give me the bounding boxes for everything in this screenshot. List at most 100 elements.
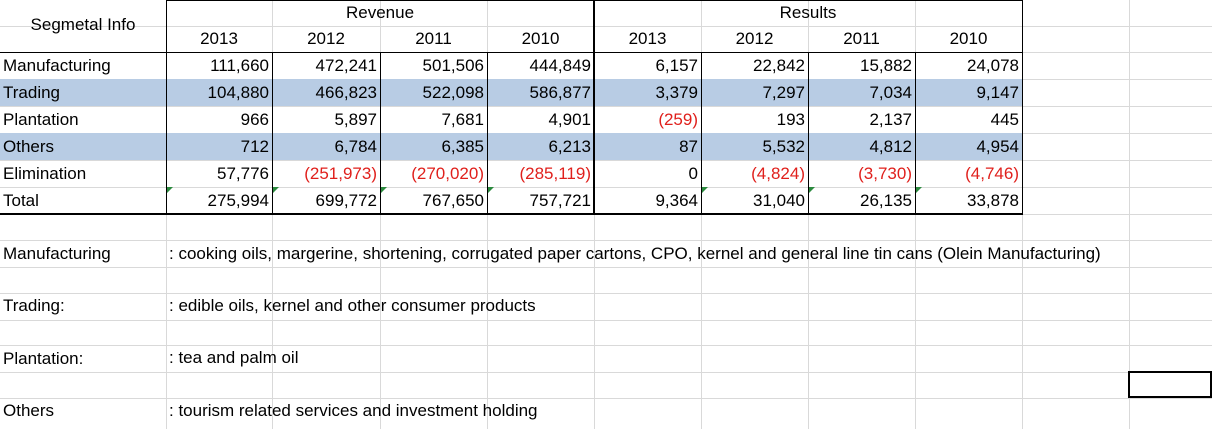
data-cell-negative[interactable]: (270,020) <box>411 164 484 183</box>
data-cell[interactable]: 24,078 <box>967 56 1019 75</box>
error-indicator-icon <box>167 187 173 193</box>
data-cell[interactable]: 22,842 <box>753 56 805 75</box>
data-cell[interactable]: 472,241 <box>315 56 377 75</box>
row-label-cell[interactable]: Manufacturing <box>3 56 111 75</box>
data-cell[interactable]: 4,901 <box>548 110 591 129</box>
note-text-cell[interactable]: : edible oils, kernel and other consumer… <box>169 296 536 315</box>
data-cell[interactable]: 31,040 <box>753 191 805 210</box>
revenue-header-cell[interactable]: Revenue <box>345 3 415 22</box>
data-cell[interactable]: 466,823 <box>315 83 377 102</box>
selected-cell[interactable] <box>1128 371 1212 398</box>
note-label-cell[interactable]: Trading: <box>3 296 65 315</box>
gridline <box>0 345 1212 346</box>
data-cell[interactable]: 193 <box>776 110 805 129</box>
gridline <box>0 320 1212 321</box>
table-border <box>0 52 1023 53</box>
data-cell[interactable]: 7,297 <box>762 83 805 102</box>
data-cell-negative[interactable]: (4,746) <box>965 164 1019 183</box>
gridline <box>0 160 1212 161</box>
data-cell[interactable]: 767,650 <box>422 191 484 210</box>
data-cell-negative[interactable]: (4,824) <box>751 164 805 183</box>
data-cell[interactable]: 15,882 <box>860 56 912 75</box>
data-cell[interactable]: 444,849 <box>529 56 591 75</box>
table-border <box>272 52 273 214</box>
year-header-cell[interactable]: 2011 <box>843 29 880 48</box>
data-cell[interactable]: 757,721 <box>529 191 591 210</box>
table-border <box>380 52 381 214</box>
note-label-cell[interactable]: Manufacturing <box>3 244 111 263</box>
data-cell[interactable]: 445 <box>990 110 1019 129</box>
note-text-cell[interactable]: : tea and palm oil <box>169 348 299 367</box>
row-label-cell[interactable]: Trading <box>3 83 61 102</box>
data-cell[interactable]: 522,098 <box>422 83 484 102</box>
data-cell[interactable]: 5,532 <box>762 137 805 156</box>
data-cell[interactable]: 87 <box>679 137 698 156</box>
error-indicator-icon <box>381 187 387 193</box>
gridline <box>0 26 1212 27</box>
data-cell[interactable]: 699,772 <box>315 191 377 210</box>
gridline <box>0 187 1212 188</box>
year-header-cell[interactable]: 2012 <box>307 29 345 48</box>
data-cell-negative[interactable]: (251,973) <box>304 164 377 183</box>
data-cell-negative[interactable]: (285,119) <box>519 164 591 183</box>
data-cell[interactable]: 7,681 <box>441 110 484 129</box>
note-label-cell[interactable]: Plantation: <box>3 349 84 368</box>
data-cell[interactable]: 4,812 <box>869 137 912 156</box>
table-border <box>593 0 595 215</box>
row-label-cell[interactable]: Elimination <box>3 164 87 183</box>
data-cell[interactable]: 966 <box>240 110 269 129</box>
error-indicator-icon <box>488 187 494 193</box>
data-cell[interactable]: 9,364 <box>655 191 698 210</box>
note-label-cell[interactable]: Others <box>3 401 55 420</box>
error-indicator-icon <box>702 187 708 193</box>
table-border <box>915 52 916 214</box>
data-cell[interactable]: 0 <box>688 164 698 183</box>
data-cell[interactable]: 7,034 <box>869 83 912 102</box>
year-header-cell[interactable]: 2011 <box>415 29 452 48</box>
data-cell[interactable]: 33,878 <box>967 191 1019 210</box>
table-border <box>701 52 702 214</box>
data-cell[interactable]: 6,157 <box>655 56 698 75</box>
segment-header-cell[interactable]: Segmetal Info <box>30 15 136 34</box>
data-cell[interactable]: 6,213 <box>548 137 591 156</box>
table-border <box>808 52 809 214</box>
note-text-cell[interactable]: : cooking oils, margerine, shortening, c… <box>169 244 1101 263</box>
row-label-cell[interactable]: Total <box>3 191 39 210</box>
data-cell[interactable]: 2,137 <box>869 110 912 129</box>
data-cell[interactable]: 586,877 <box>529 83 591 102</box>
gridline <box>0 106 1212 107</box>
data-cell-negative[interactable]: (3,730) <box>858 164 912 183</box>
data-cell[interactable]: 712 <box>240 137 269 156</box>
error-indicator-icon <box>273 187 279 193</box>
table-border <box>487 52 488 214</box>
gridline <box>0 293 1212 294</box>
data-cell[interactable]: 26,135 <box>860 191 912 210</box>
data-cell[interactable]: 104,880 <box>207 83 269 102</box>
gridline <box>0 372 1212 373</box>
row-label-cell[interactable]: Plantation <box>3 110 79 129</box>
data-cell[interactable]: 5,897 <box>334 110 377 129</box>
year-header-cell[interactable]: 2010 <box>949 29 988 48</box>
note-text-cell[interactable]: : tourism related services and investmen… <box>169 401 538 420</box>
data-cell[interactable]: 6,784 <box>334 137 377 156</box>
data-cell[interactable]: 501,506 <box>422 56 484 75</box>
row-label-cell[interactable]: Others <box>3 137 55 156</box>
table-border <box>1022 0 1023 215</box>
year-header-cell[interactable]: 2012 <box>735 29 774 48</box>
data-cell[interactable]: 3,379 <box>655 83 698 102</box>
results-header-cell[interactable]: Results <box>779 3 837 22</box>
data-cell[interactable]: 6,385 <box>441 137 484 156</box>
data-cell-negative[interactable]: (259) <box>658 110 698 129</box>
data-cell[interactable]: 57,776 <box>217 164 269 183</box>
table-border <box>166 0 167 215</box>
data-cell[interactable]: 111,660 <box>210 56 269 75</box>
year-header-cell[interactable]: 2013 <box>200 29 238 48</box>
data-cell[interactable]: 275,994 <box>207 191 269 210</box>
year-header-cell[interactable]: 2010 <box>521 29 560 48</box>
gridline <box>0 267 1212 268</box>
data-cell[interactable]: 4,954 <box>976 137 1019 156</box>
year-header-cell[interactable]: 2013 <box>628 29 667 48</box>
data-cell[interactable]: 9,147 <box>976 83 1019 102</box>
table-border <box>0 213 1023 215</box>
gridline <box>0 398 1212 399</box>
